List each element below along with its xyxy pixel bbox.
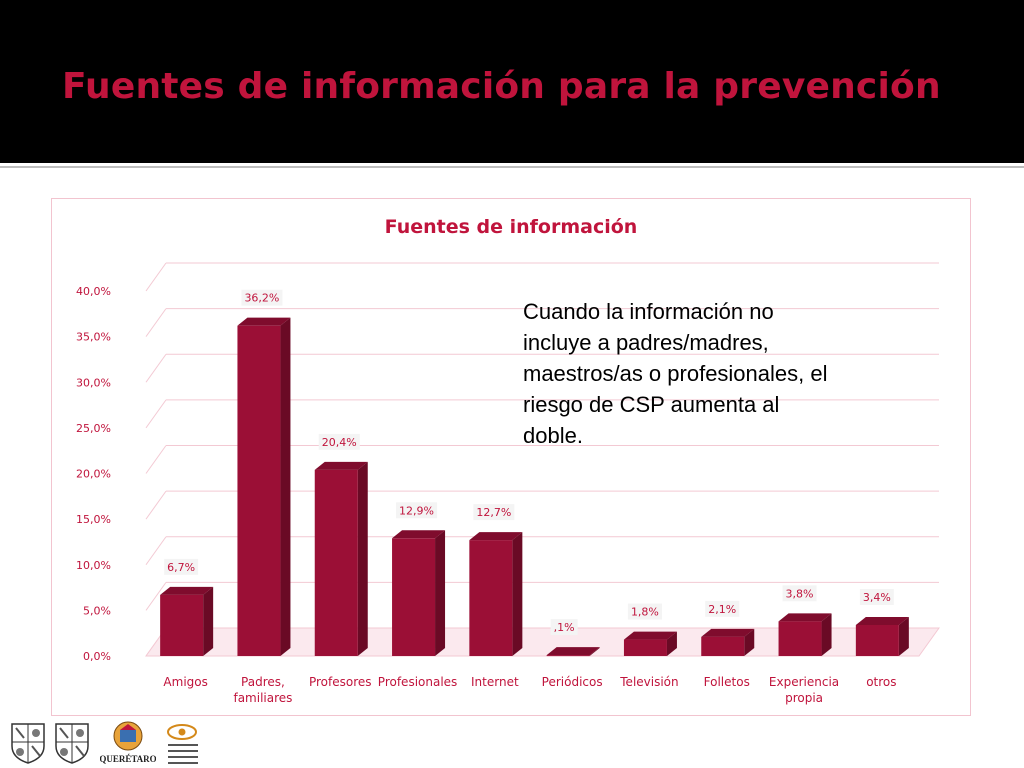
y-tick-label: 30,0% (76, 376, 111, 389)
callout-text: Cuando la información no incluye a padre… (523, 299, 828, 448)
bar (237, 325, 281, 656)
bar-side (589, 647, 600, 656)
crest-logo-2 (55, 723, 89, 764)
bar-side (435, 530, 446, 656)
data-label: 1,8% (631, 606, 659, 619)
bar-top (778, 613, 832, 622)
bar (469, 540, 513, 656)
slide-title: Fuentes de información para la prevenció… (62, 66, 941, 107)
footer-logos: QUERÉTARO (8, 720, 208, 766)
bar-side (512, 532, 523, 656)
x-category-label: Experiencia (769, 675, 839, 689)
header-divider (0, 163, 1024, 166)
data-label: 20,4% (322, 436, 357, 449)
y-tick-label: 25,0% (76, 422, 111, 435)
x-category-label: Televisión (619, 675, 678, 689)
x-category-label: propia (785, 691, 823, 705)
bar-top (546, 647, 600, 656)
y-tick-label: 40,0% (76, 285, 111, 298)
bar-top (469, 532, 523, 541)
x-category-label: Amigos (163, 675, 207, 689)
x-category-label: Padres, (241, 675, 285, 689)
bar-side (666, 631, 677, 656)
crest-logo-1 (11, 723, 45, 764)
y-tick-label: 35,0% (76, 331, 111, 344)
data-label-box (164, 558, 199, 575)
gridline-depth (145, 445, 167, 474)
bar-side (203, 586, 214, 656)
bar (314, 469, 358, 656)
bar-chart: Fuentes de información 0,0% 5,0% 10,0% 15,0%… (76, 216, 940, 705)
bar (701, 636, 745, 656)
bar-top (392, 530, 446, 539)
data-label-box (859, 588, 894, 605)
bar-top (855, 616, 909, 625)
data-label-box (627, 603, 662, 620)
gridline-depth (145, 308, 167, 337)
y-tick-label: 20,0% (76, 468, 111, 481)
data-label: 12,7% (476, 506, 511, 519)
data-label: 3,8% (786, 587, 814, 600)
data-label: 36,2% (244, 292, 279, 305)
bar (855, 624, 899, 656)
data-label-box (705, 600, 740, 617)
bar-top (623, 631, 677, 640)
data-label-box (782, 585, 817, 602)
y-tick-label: 5,0% (83, 604, 111, 617)
bar-side (821, 613, 832, 656)
x-category-label: Profesores (309, 675, 372, 689)
y-tick-label: 10,0% (76, 559, 111, 572)
data-label-box (396, 502, 438, 519)
y-tick-label: 0,0% (83, 650, 111, 663)
x-category-label: familiares (233, 691, 292, 705)
header-divider-shadow (0, 166, 1024, 168)
gridline-depth (145, 262, 167, 292)
bar (778, 621, 822, 656)
gridline-depth (145, 582, 167, 611)
bar (546, 655, 590, 657)
bar (160, 594, 204, 656)
gridline-depth (145, 353, 167, 383)
y-tick-label: 15,0% (76, 513, 111, 526)
chart-title: Fuentes de información (385, 216, 638, 238)
data-label-box (473, 504, 515, 521)
data-label: 12,9% (399, 504, 434, 517)
x-category-label: Folletos (704, 675, 750, 689)
bar-top (701, 628, 755, 637)
bar (623, 639, 667, 656)
bar-top (237, 317, 291, 326)
observatorio-logo (167, 724, 198, 764)
gridline-depth (145, 490, 167, 520)
data-label: 3,4% (863, 591, 891, 604)
x-category-label: Periódicos (542, 675, 603, 689)
gridline-depth (145, 399, 167, 429)
queretaro-logo: QUERÉTARO (100, 721, 156, 764)
data-label-box (550, 619, 578, 636)
bar-side (744, 628, 755, 656)
x-category-label: otros (866, 675, 896, 689)
bar-side (357, 461, 368, 656)
data-label-box (318, 433, 360, 450)
x-category-label: Profesionales (378, 675, 458, 689)
bar-top (314, 461, 368, 470)
data-label-box (241, 289, 283, 306)
bar-side (898, 616, 909, 656)
bar (392, 538, 436, 656)
svg-text:QUERÉTARO: QUERÉTARO (100, 754, 156, 764)
gridline-depth (145, 536, 167, 566)
bar-side (280, 317, 291, 656)
data-label: 6,7% (167, 561, 195, 574)
data-label: ,1% (554, 621, 575, 634)
data-label: 2,1% (708, 603, 736, 616)
x-category-label: Internet (471, 675, 519, 689)
bar-top (160, 586, 214, 595)
slide-header: Fuentes de información para la prevenció… (0, 0, 1024, 160)
